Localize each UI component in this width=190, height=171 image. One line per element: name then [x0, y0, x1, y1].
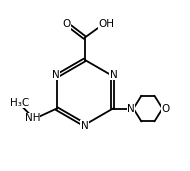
Text: N: N: [127, 104, 135, 114]
Text: N: N: [52, 70, 60, 80]
Text: OH: OH: [99, 19, 115, 29]
Text: O: O: [162, 104, 170, 114]
Text: O: O: [62, 19, 70, 29]
Text: N: N: [110, 70, 118, 80]
Text: N: N: [81, 121, 89, 131]
Text: NH: NH: [25, 113, 40, 123]
Text: H₃C: H₃C: [10, 98, 29, 108]
